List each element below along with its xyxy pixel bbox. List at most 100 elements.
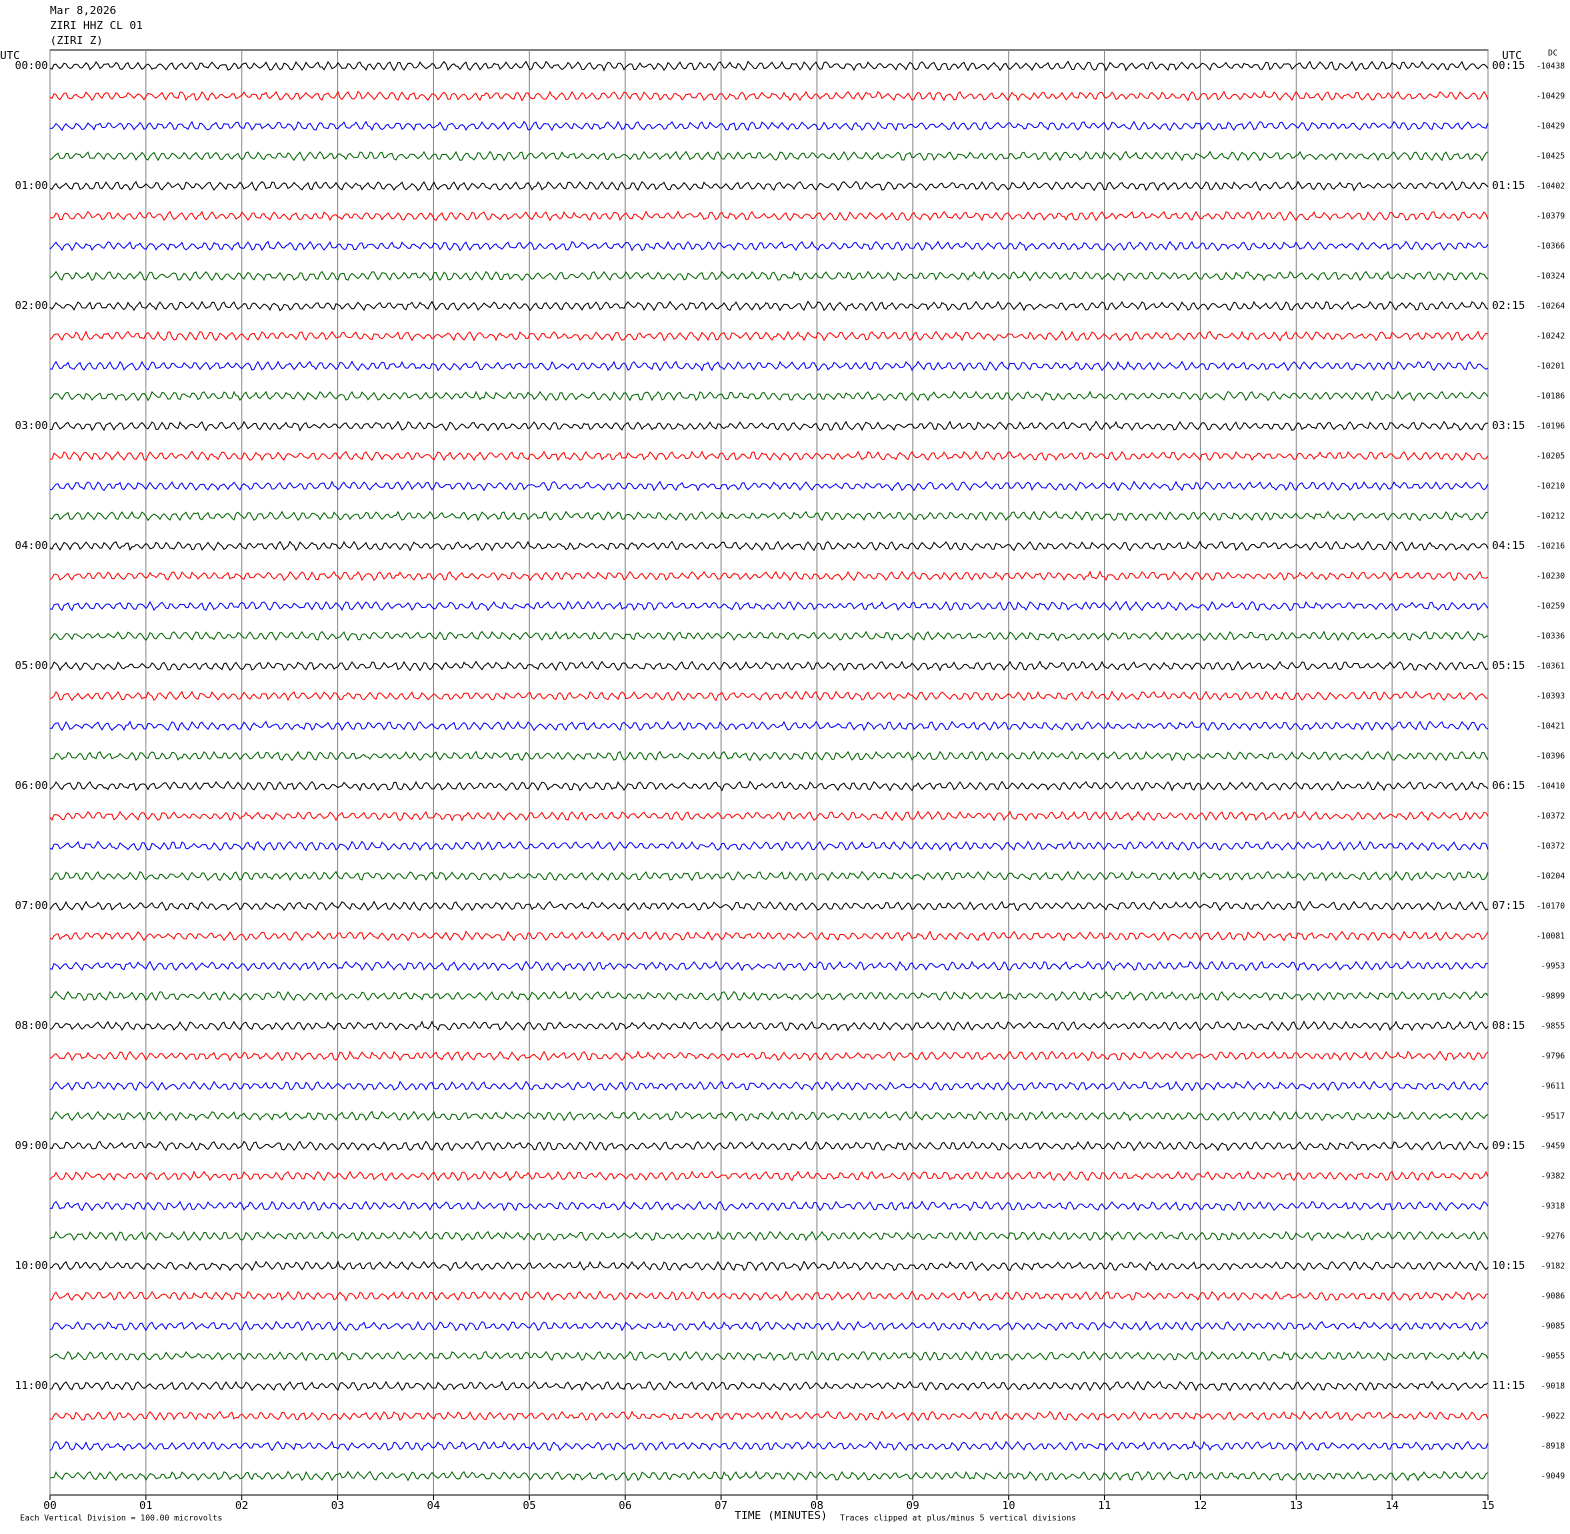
left-time-label: 00:00 [15,59,48,72]
dc-value: -8918 [1541,1442,1565,1451]
dc-value: -10216 [1536,542,1565,551]
dc-value: -10366 [1536,242,1565,251]
trace [49,870,1489,882]
left-time-label: 03:00 [15,419,48,432]
dc-value: -10210 [1536,482,1565,491]
x-tick-label: 10 [1002,1499,1015,1512]
trace [49,510,1489,522]
header-line: ZIRI HHZ CL 01 [50,19,143,32]
trace [49,1080,1489,1092]
x-tick-label: 04 [427,1499,441,1512]
x-tick-label: 00 [43,1499,56,1512]
x-tick-label: 15 [1481,1499,1494,1512]
trace [49,690,1489,702]
dc-value: -9055 [1541,1352,1565,1361]
left-time-label: 08:00 [15,1019,48,1032]
trace [49,210,1489,222]
trace [49,360,1489,372]
trace [49,450,1489,462]
right-time-label: 01:15 [1492,179,1525,192]
header-line: (ZIRI Z) [50,34,103,47]
dc-value: -10402 [1536,182,1565,191]
x-tick-label: 05 [523,1499,536,1512]
dc-value: -10186 [1536,392,1565,401]
trace [49,180,1489,192]
dc-value: -9899 [1541,992,1565,1001]
trace [49,1290,1489,1302]
x-tick-label: 12 [1194,1499,1207,1512]
dc-value: -10393 [1536,692,1565,701]
left-time-label: 06:00 [15,779,48,792]
right-time-label: 02:15 [1492,299,1525,312]
dc-value: -10372 [1536,812,1565,821]
trace [49,930,1489,942]
x-tick-label: 09 [906,1499,919,1512]
trace [49,60,1489,72]
scale-note: Each Vertical Division = 100.00 microvol… [20,1514,222,1523]
x-tick-label: 14 [1386,1499,1400,1512]
dc-label: DC [1548,49,1558,58]
dc-value: -9049 [1541,1472,1565,1481]
trace [49,1140,1489,1152]
trace [49,1260,1489,1272]
dc-value: -10429 [1536,122,1565,131]
x-tick-label: 07 [714,1499,727,1512]
trace [49,1230,1489,1242]
dc-value: -9318 [1541,1202,1565,1211]
clip-note: Traces clipped at plus/minus 5 vertical … [840,1514,1076,1523]
trace [49,1410,1489,1422]
right-time-label: 07:15 [1492,899,1525,912]
trace [49,720,1489,732]
x-axis-title: TIME (MINUTES) [735,1509,828,1522]
trace [49,1440,1489,1452]
dc-value: -10201 [1536,362,1565,371]
left-unit: UTC [0,49,20,62]
trace [49,990,1489,1002]
right-time-label: 08:15 [1492,1019,1525,1032]
trace [49,660,1489,672]
trace [49,1200,1489,1212]
right-time-label: 04:15 [1492,539,1525,552]
dc-value: -10425 [1536,152,1565,161]
right-time-label: 06:15 [1492,779,1525,792]
x-tick-label: 13 [1290,1499,1303,1512]
left-time-label: 01:00 [15,179,48,192]
left-time-label: 04:00 [15,539,48,552]
x-tick-label: 03 [331,1499,344,1512]
left-time-label: 10:00 [15,1259,48,1272]
dc-value: -10259 [1536,602,1565,611]
dc-value: -9086 [1541,1292,1565,1301]
trace [49,960,1489,972]
x-tick-label: 06 [619,1499,632,1512]
trace [49,390,1489,402]
trace [49,1350,1489,1362]
dc-value: -9517 [1541,1112,1565,1121]
dc-value: -10438 [1536,62,1565,71]
dc-value: -9182 [1541,1262,1565,1271]
dc-value: -9018 [1541,1382,1565,1391]
right-time-label: 10:15 [1492,1259,1525,1272]
dc-value: -10081 [1536,932,1565,941]
trace [49,150,1489,162]
dc-value: -10204 [1536,872,1565,881]
dc-value: -9085 [1541,1322,1565,1331]
x-tick-label: 02 [235,1499,248,1512]
dc-value: -10372 [1536,842,1565,851]
trace [49,120,1489,132]
dc-value: -10361 [1536,662,1565,671]
trace [49,300,1489,312]
trace [49,420,1489,432]
dc-value: -10410 [1536,782,1565,791]
trace [49,330,1489,342]
left-time-label: 09:00 [15,1139,48,1152]
trace [49,840,1489,852]
dc-value: -9953 [1541,962,1565,971]
x-tick-label: 11 [1098,1499,1111,1512]
x-tick-label: 01 [139,1499,152,1512]
trace [49,630,1489,642]
trace [49,900,1489,912]
trace [49,1020,1489,1032]
dc-value: -10421 [1536,722,1565,731]
trace [49,570,1489,582]
x-tick-label: 08 [810,1499,823,1512]
